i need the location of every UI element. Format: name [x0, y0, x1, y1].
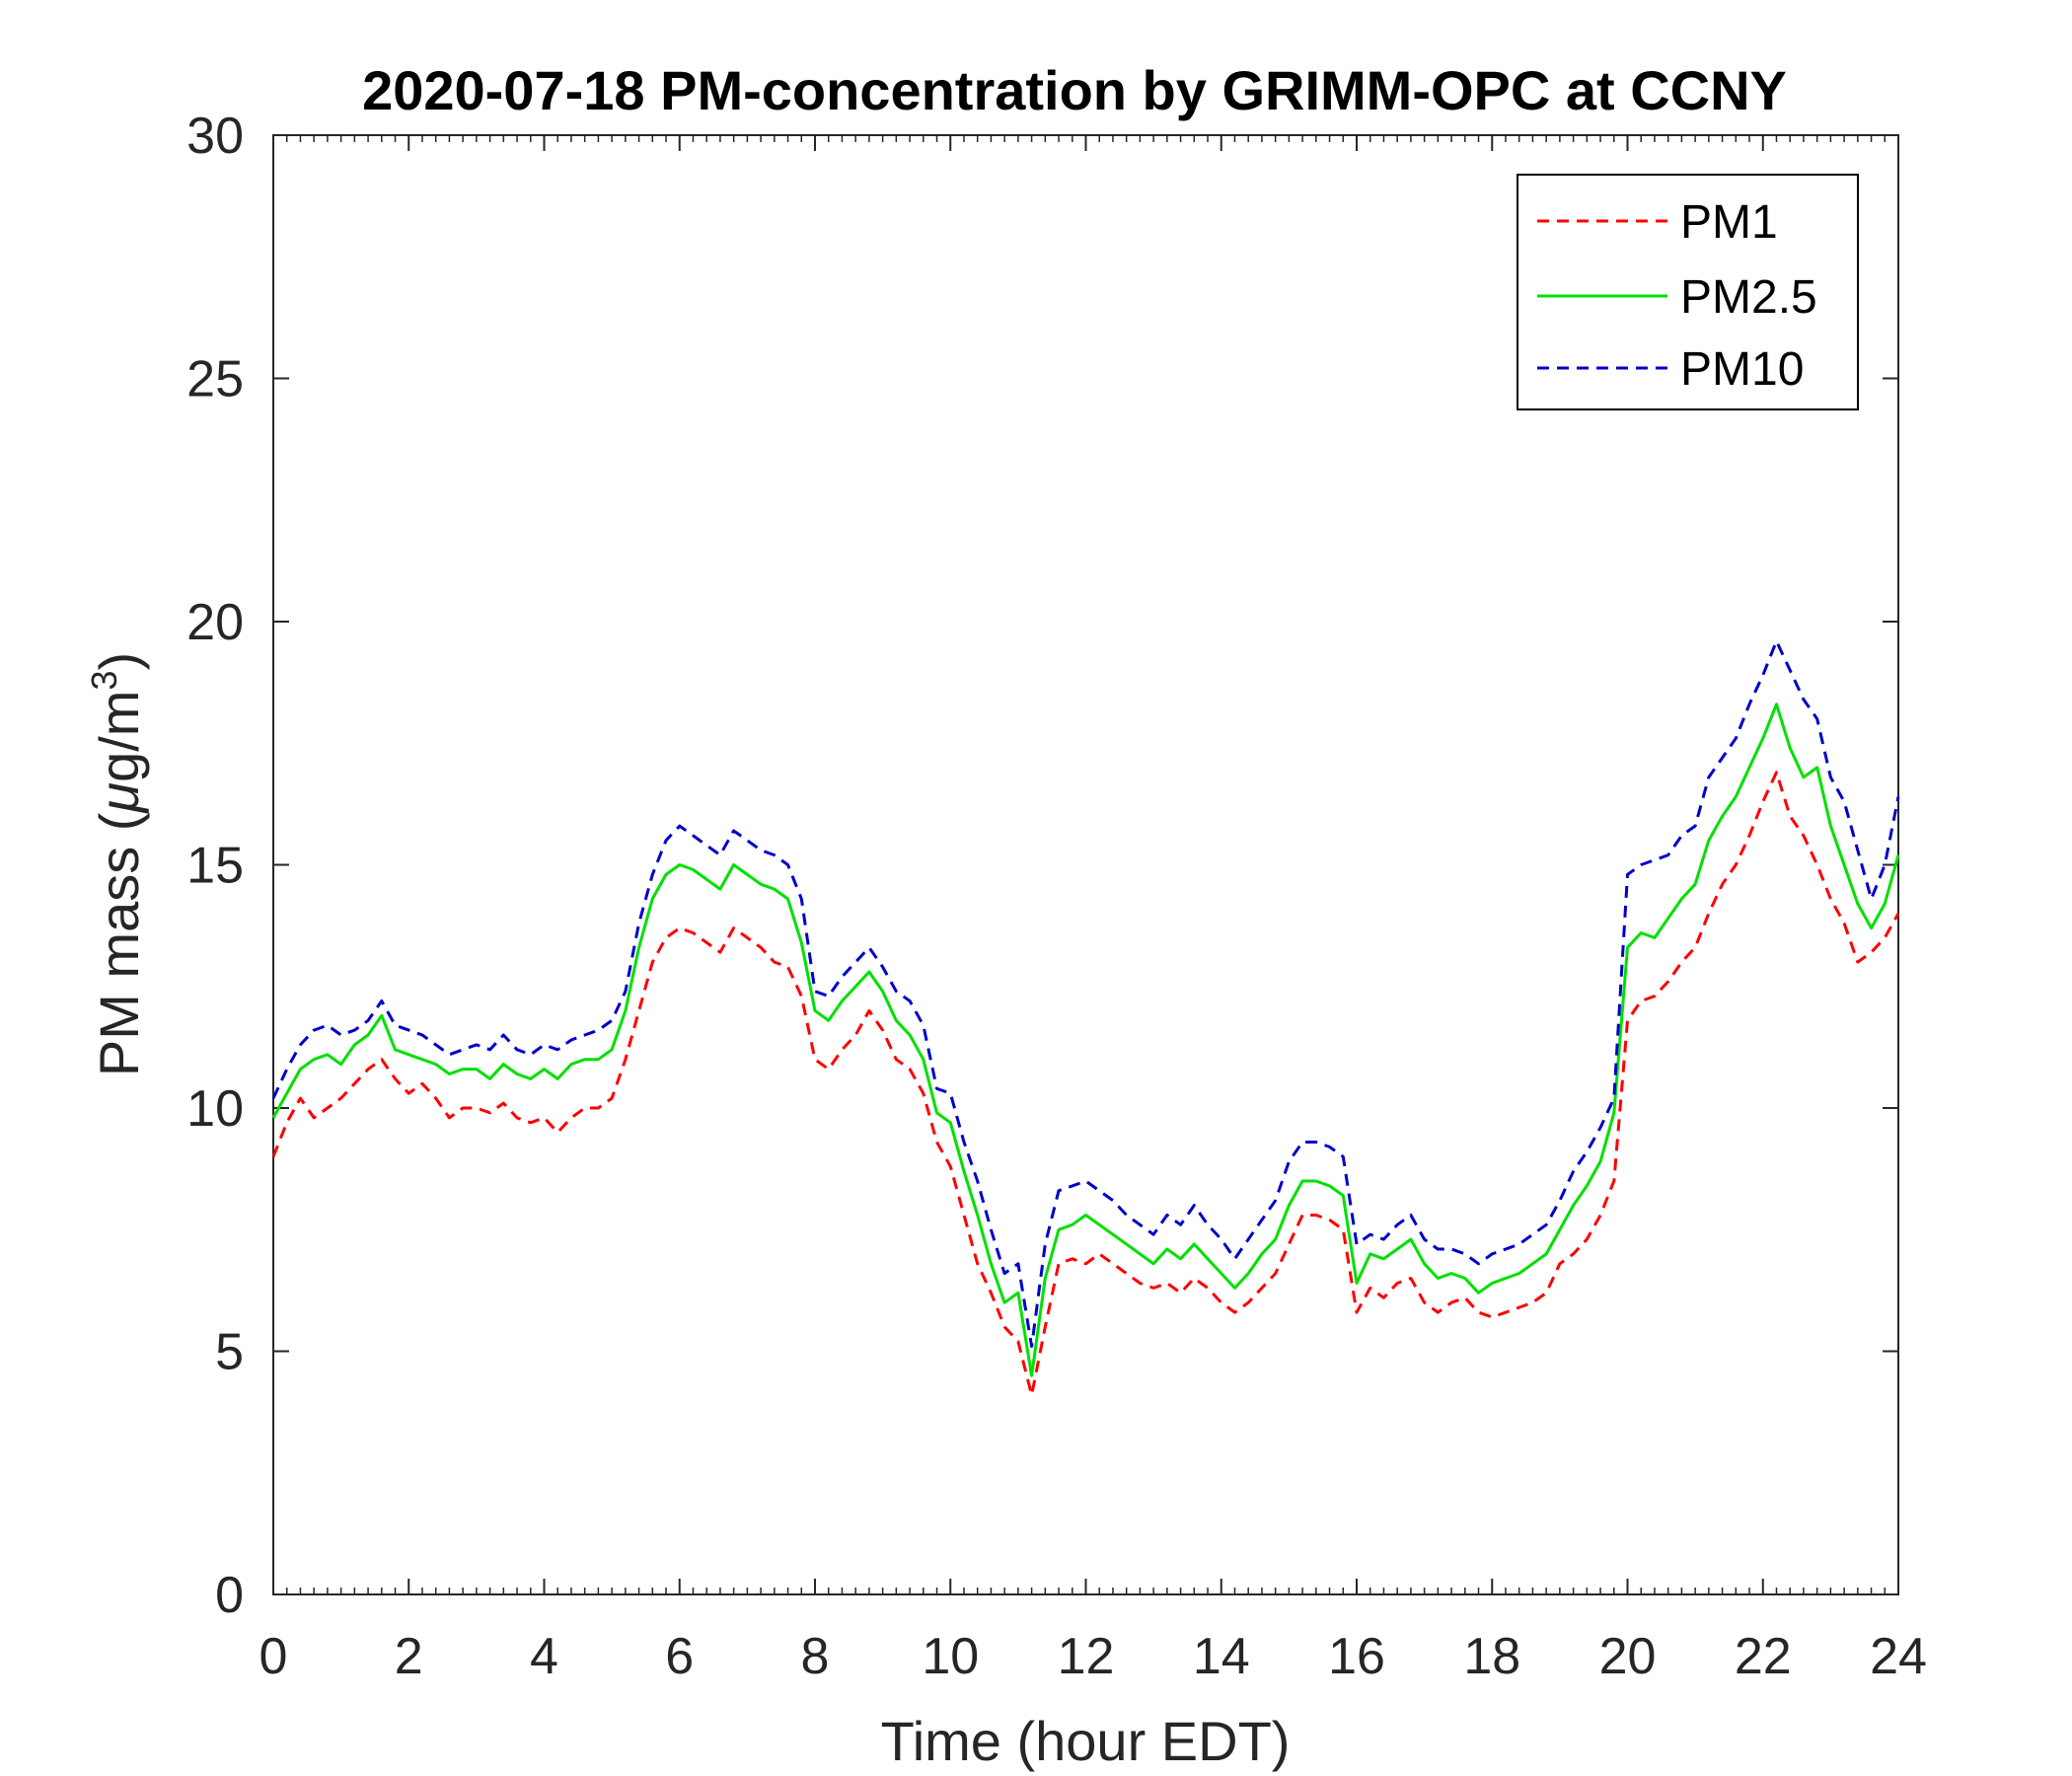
y-tick-label: 10	[186, 1080, 244, 1138]
x-tick-label: 2	[395, 1628, 423, 1685]
x-tick-label: 10	[922, 1628, 979, 1685]
x-tick-label: 24	[1870, 1628, 1927, 1685]
y-axis-label-suffix: )	[88, 652, 150, 671]
x-axis-label: Time (hour EDT)	[881, 1710, 1291, 1772]
x-tick-label: 6	[665, 1628, 694, 1685]
legend: PM1 PM2.5 PM10	[1517, 174, 1859, 410]
y-tick-label: 30	[186, 108, 244, 165]
y-axis-label-superscript: 3	[84, 671, 124, 691]
y-tick-label: 0	[215, 1567, 244, 1624]
x-tick-label: 0	[259, 1628, 288, 1685]
y-tick-label: 25	[186, 351, 244, 408]
legend-box	[1517, 174, 1859, 410]
y-tick-label: 15	[186, 838, 244, 895]
y-axis-label: PM mass (μg/m3)	[84, 652, 150, 1076]
x-tick-label: 16	[1328, 1628, 1385, 1685]
x-axis-ticks: 0 2 4 6 8 10 12 14 16 18 20 22 24	[259, 135, 1927, 1685]
chart-title: 2020-07-18 PM-concentration by GRIMM-OPC…	[362, 59, 1787, 121]
y-axis-label-unit: g/m	[88, 691, 150, 782]
y-tick-label: 20	[186, 594, 244, 651]
legend-label-pm10: PM10	[1680, 343, 1804, 396]
x-tick-label: 12	[1058, 1628, 1115, 1685]
series-line-pm10	[271, 639, 1900, 1349]
y-axis-ticks: 0 5 10 15 20 25 30	[186, 108, 1898, 1624]
x-tick-label: 22	[1735, 1628, 1792, 1685]
x-tick-label: 18	[1463, 1628, 1520, 1685]
series-line-pm2-5	[271, 703, 1900, 1377]
x-tick-label: 8	[801, 1628, 830, 1685]
legend-label-pm1: PM1	[1680, 196, 1778, 249]
y-tick-label: 5	[215, 1324, 244, 1381]
data-series	[271, 639, 1900, 1397]
series-line-pm1	[271, 771, 1900, 1397]
x-tick-label: 20	[1599, 1628, 1657, 1685]
y-axis-label-mu: μ	[88, 782, 150, 815]
x-tick-label: 14	[1193, 1628, 1250, 1685]
x-tick-label: 4	[530, 1628, 558, 1685]
y-axis-label-prefix: PM mass (	[88, 812, 150, 1076]
legend-label-pm2-5: PM2.5	[1680, 271, 1817, 324]
